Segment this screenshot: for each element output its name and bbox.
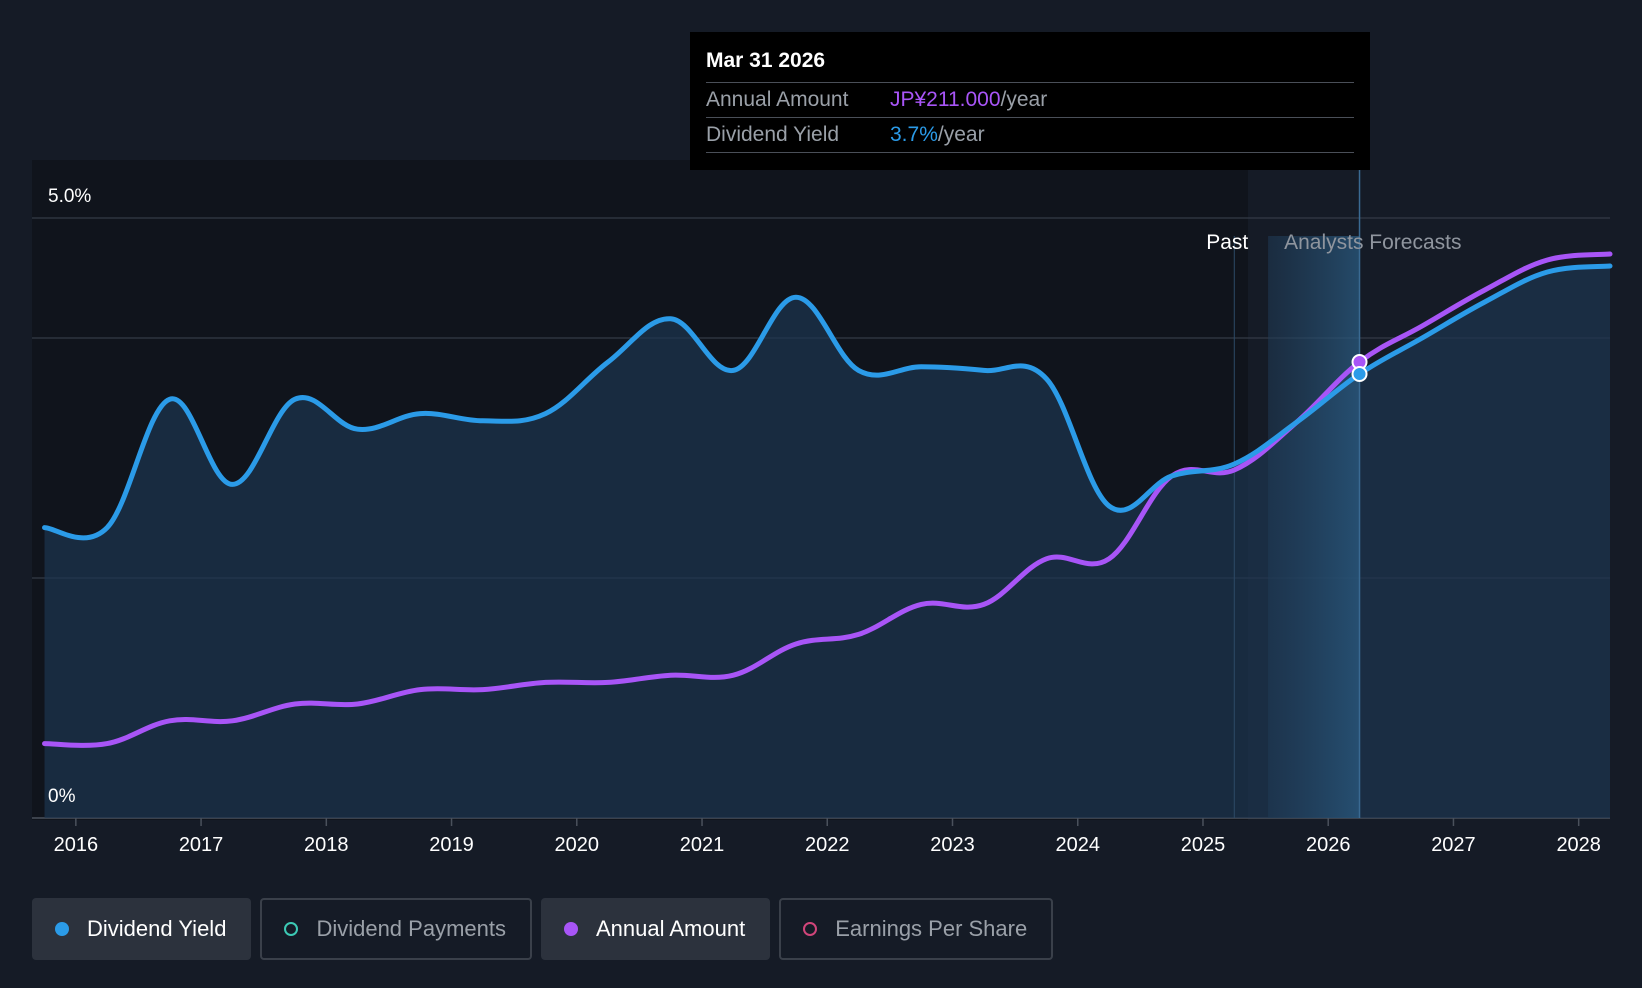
tooltip-date: Mar 31 2026	[706, 46, 1354, 83]
legend-label: Dividend Yield	[87, 916, 227, 941]
hollow-dot-icon	[284, 922, 299, 936]
x-tick-label: 2026	[1306, 834, 1351, 856]
annual-amount-line	[42, 251, 1613, 748]
tooltip-row-annual-amount: Annual Amount JP¥211.000 /year	[706, 83, 1354, 118]
legend-label: Dividend Payments	[316, 916, 506, 941]
tooltip-value: 3.7%	[890, 123, 938, 146]
tooltip: Mar 31 2026 Annual Amount JP¥211.000 /ye…	[690, 32, 1370, 170]
dividend-yield-highlight-point	[1351, 366, 1368, 382]
analysts-forecasts-label: Analysts Forecasts	[1284, 231, 1461, 254]
x-axis-labels: 2016 2017 2018 2019 2020 2021 2022 2023 2024 2025…	[54, 818, 1601, 856]
y-axis-labels: 5.0% 0%	[48, 186, 91, 807]
x-tick-label: 2016	[54, 834, 99, 856]
x-tick-label: 2018	[304, 834, 349, 856]
y-tick-label: 5.0%	[48, 186, 91, 207]
dividend-yield-area	[44, 266, 1611, 818]
legend-dividend-yield[interactable]: Dividend Yield	[32, 898, 252, 960]
tooltip-unit: /year	[1000, 88, 1048, 111]
tooltip-value: JP¥211.000	[890, 88, 1001, 111]
legend-label: Earnings Per Share	[835, 916, 1028, 941]
x-tick-label: 2023	[930, 834, 975, 856]
x-tick-label: 2027	[1431, 834, 1476, 856]
legend-earnings-per-share[interactable]: Earnings Per Share	[779, 898, 1054, 960]
tooltip-label: Dividend Yield	[706, 123, 840, 146]
filled-dot-icon	[563, 922, 578, 936]
tooltip-row-dividend-yield: Dividend Yield 3.7% /year	[706, 118, 1354, 153]
x-tick-label: 2020	[555, 834, 600, 856]
forecast-band	[1268, 236, 1360, 818]
filled-dot-icon	[55, 922, 69, 936]
legend-annual-amount[interactable]: Annual Amount	[540, 898, 771, 960]
x-tick-label: 2024	[1055, 834, 1100, 856]
past-label: Past	[1206, 231, 1248, 254]
x-tick-label: 2021	[680, 834, 725, 856]
legend-dividend-payments[interactable]: Dividend Payments	[260, 898, 532, 960]
tooltip-label: Annual Amount	[706, 88, 849, 111]
x-tick-label: 2028	[1556, 834, 1601, 856]
tooltip-unit: /year	[937, 123, 985, 146]
y-tick-label: 0%	[48, 786, 76, 807]
legend-label: Annual Amount	[595, 916, 746, 941]
x-tick-label: 2017	[179, 834, 224, 856]
dividend-yield-line	[42, 263, 1613, 541]
x-tick-label: 2022	[805, 834, 850, 856]
hollow-dot-icon	[803, 922, 818, 936]
legend: Dividend Yield Dividend Payments Annual …	[32, 898, 1054, 960]
x-tick-label: 2025	[1181, 834, 1226, 856]
x-tick-label: 2019	[429, 834, 474, 856]
